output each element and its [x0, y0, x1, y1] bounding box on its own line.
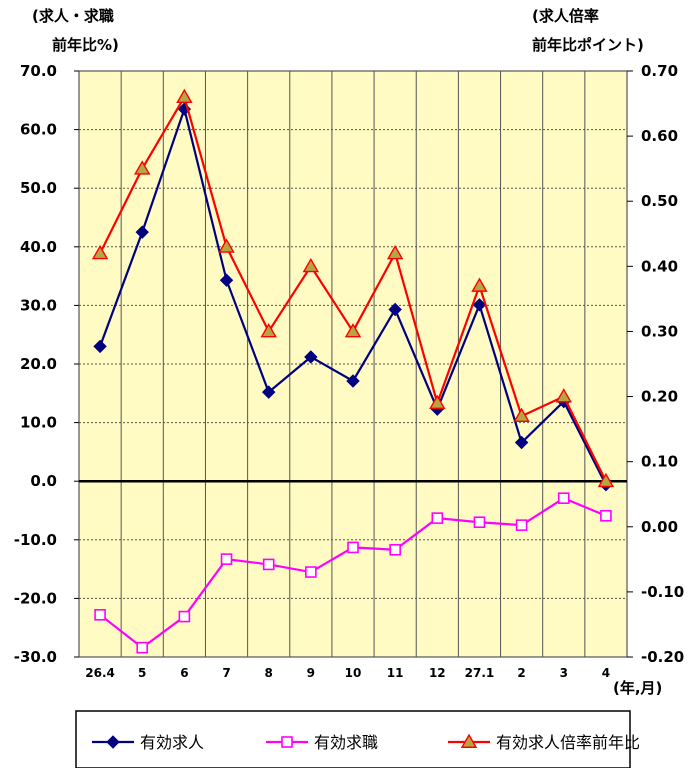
x-tick-label: 11 — [387, 666, 404, 680]
data-point — [386, 244, 404, 260]
data-point — [106, 735, 120, 749]
right-tick-label: 0.10 — [641, 453, 678, 471]
data-point — [514, 435, 529, 450]
data-point — [302, 257, 320, 273]
right-tick-label: 0.50 — [641, 192, 678, 210]
right-tick-label: 0.00 — [641, 518, 678, 536]
data-point — [347, 541, 359, 554]
x-tick-label: 12 — [429, 666, 446, 680]
data-point — [429, 394, 446, 410]
data-point — [389, 543, 401, 556]
right-tick-label: -0.20 — [641, 648, 684, 666]
series-1 — [93, 102, 613, 492]
x-tick-label: 7 — [222, 666, 230, 680]
data-point — [515, 519, 528, 531]
data-point — [91, 244, 109, 260]
data-point — [600, 509, 612, 522]
data-point — [388, 302, 402, 317]
legend-items: 有効求人 有効求職 有効求人倍率前年比 — [92, 733, 640, 752]
data-point — [93, 339, 107, 354]
data-point — [94, 609, 106, 621]
data-point — [220, 553, 233, 565]
legend-item: 有効求職 — [266, 733, 378, 752]
legend — [75, 710, 631, 768]
right-tick-label: 0.60 — [641, 127, 678, 145]
data-point — [471, 277, 488, 292]
series-layer — [91, 88, 615, 654]
left-tick-label: -30.0 — [14, 648, 57, 666]
data-point — [218, 238, 235, 253]
data-point — [597, 472, 615, 488]
data-point — [260, 323, 277, 338]
data-point — [304, 350, 318, 364]
x-tick-label: 8 — [265, 666, 273, 680]
x-tick-label: 4 — [602, 666, 610, 680]
data-point — [346, 374, 360, 388]
right-axis-title-line2: 前年比ポイント) — [532, 36, 644, 54]
left-tick-label: 20.0 — [20, 355, 57, 373]
data-point — [261, 385, 276, 399]
x-tick-label: 26.4 — [85, 666, 115, 680]
data-point — [281, 736, 293, 748]
left-tick-label: 60.0 — [20, 121, 57, 139]
legend-label: 有効求職 — [314, 733, 378, 752]
series-2 — [94, 492, 612, 654]
data-point — [473, 516, 486, 529]
data-point — [176, 88, 193, 103]
legend-label: 有効求人倍率前年比 — [496, 733, 640, 752]
left-tick-label: 50.0 — [20, 179, 57, 197]
data-point — [134, 160, 151, 175]
right-axis-title-line1: (求人倍率 — [532, 7, 599, 25]
x-tick-label: 6 — [180, 666, 188, 680]
series-3 — [91, 88, 615, 488]
data-point — [136, 641, 149, 654]
right-tick-label: 0.40 — [641, 257, 678, 275]
x-axis: 26.4 5 6 7 8 9 10 11 12 27.1 2 3 4 — [85, 666, 610, 680]
left-axis-title-line1: (求人・求職 — [32, 7, 114, 25]
data-point — [178, 610, 191, 623]
data-point — [344, 323, 362, 338]
data-point — [513, 407, 530, 423]
data-point — [219, 273, 234, 287]
x-axis-unit-label: (年,月) — [613, 679, 662, 697]
legend-item: 有効求人倍率前年比 — [448, 733, 640, 752]
x-tick-label: 10 — [345, 666, 362, 680]
right-axis: 0.70 0.60 0.50 0.40 0.30 0.20 0.10 0.00 -0.10 -0.… — [627, 62, 684, 666]
left-tick-label: 30.0 — [20, 296, 57, 314]
right-tick-label: 0.30 — [641, 322, 678, 340]
data-point — [135, 225, 149, 239]
left-axis-title-line2: 前年比%) — [52, 36, 119, 54]
data-point — [555, 388, 572, 403]
x-tick-label: 5 — [138, 666, 146, 680]
left-tick-label: 10.0 — [20, 414, 57, 432]
x-tick-label: 2 — [517, 666, 525, 680]
left-axis: 70.0 60.0 50.0 40.0 30.0 20.0 10.0 0.0 -10.0 -20.… — [14, 62, 79, 666]
left-tick-label: 0.0 — [30, 472, 57, 490]
right-tick-label: -0.10 — [641, 583, 684, 601]
data-point — [262, 558, 275, 571]
left-tick-label: -20.0 — [14, 589, 57, 607]
x-tick-label: 27.1 — [465, 666, 495, 680]
x-tick-label: 9 — [307, 666, 315, 680]
right-tick-label: 0.20 — [641, 388, 678, 406]
data-point — [431, 512, 444, 524]
right-tick-label: 0.70 — [641, 62, 678, 80]
legend-item: 有効求人 — [92, 733, 204, 752]
left-tick-label: 40.0 — [20, 238, 57, 256]
x-tick-label: 3 — [560, 666, 568, 680]
left-tick-label: -10.0 — [14, 531, 57, 549]
left-tick-label: 70.0 — [20, 62, 57, 80]
data-point — [557, 492, 570, 504]
data-point — [472, 298, 487, 312]
data-point — [305, 566, 317, 578]
data-point — [460, 733, 478, 748]
legend-label: 有効求人 — [140, 733, 204, 752]
